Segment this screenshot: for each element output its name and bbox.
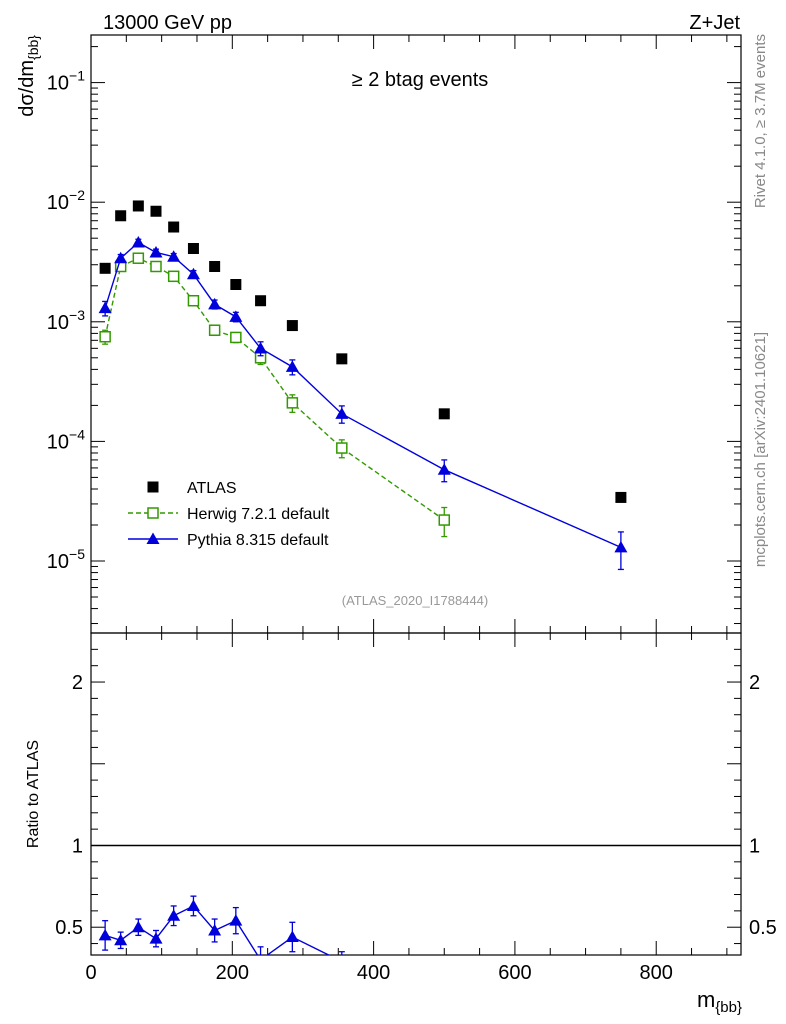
ratio-y-axis-label: Ratio to ATLAS xyxy=(25,740,42,848)
y-tick-label: 1 xyxy=(72,835,83,857)
series-pythia-8-315-default xyxy=(98,236,628,571)
data-point xyxy=(230,331,242,344)
data-point xyxy=(285,360,299,372)
ratio-data-point xyxy=(114,933,128,946)
x-tick-label: 800 xyxy=(640,962,673,984)
ratio-frame xyxy=(90,632,742,956)
y-tick-label: 10−4 xyxy=(47,426,85,453)
legend-label: Herwig 7.2.1 default xyxy=(187,506,330,523)
ratio-data-point xyxy=(98,928,112,941)
y-tick-label: 10−2 xyxy=(47,187,85,214)
data-point xyxy=(150,205,162,217)
data-point xyxy=(115,210,127,222)
ratio-data-point xyxy=(131,920,145,933)
legend-label: ATLAS xyxy=(187,480,237,497)
side-rivet-label: Rivet 4.1.0, ≥ 3.7M events xyxy=(752,34,769,208)
legend-marker xyxy=(147,507,159,519)
x-tick-label: 600 xyxy=(498,962,531,984)
data-point xyxy=(255,295,267,307)
legend-label: Pythia 8.315 default xyxy=(187,532,329,549)
legend-marker xyxy=(147,481,159,493)
header-right: Z+Jet xyxy=(689,12,740,34)
legend-entry: Herwig 7.2.1 default xyxy=(128,506,330,523)
legend: ATLAS Herwig 7.2.1 default Pythia 8.315 de… xyxy=(128,480,330,549)
data-point xyxy=(168,221,180,233)
data-point xyxy=(335,407,349,419)
ratio-data-point xyxy=(335,955,348,967)
data-point xyxy=(437,463,451,475)
ratio-data-point xyxy=(285,930,299,943)
legend-entry: ATLAS xyxy=(147,480,237,497)
ratio-data-point xyxy=(149,932,163,944)
data-point xyxy=(438,408,450,420)
data-point xyxy=(131,236,145,248)
y-tick-label-right: 2 xyxy=(749,672,760,694)
legend-marker xyxy=(146,532,160,544)
ratio-panel: 0 200 400 600 800 0.5 0.5 1 1 2 2 Ratio to ATLAS m{b… xyxy=(25,632,777,1016)
data-point xyxy=(149,245,163,258)
data-point xyxy=(132,200,144,212)
data-point xyxy=(286,320,298,332)
data-point xyxy=(286,397,299,409)
main-panel: 10−5 10−4 10−3 10−2 10−1dσ/dm{bb} ≥ 2 btag ev… xyxy=(16,34,742,634)
panel-title: ≥ 2 btag events xyxy=(352,69,489,91)
data-point xyxy=(167,270,180,283)
y-tick-label-right: 1 xyxy=(749,835,760,857)
data-point xyxy=(254,341,268,354)
y-tick-label: 10−1 xyxy=(47,68,85,95)
x-axis-label: m{bb} xyxy=(697,987,742,1016)
series-herwig-7-2-1-default xyxy=(99,252,451,538)
y-tick-label-right: 0.5 xyxy=(749,917,777,939)
data-point xyxy=(187,243,199,255)
ratio-data-point xyxy=(167,909,181,921)
ratio-data-point xyxy=(259,953,262,955)
data-point xyxy=(186,267,200,280)
data-point xyxy=(187,294,200,307)
data-point xyxy=(229,310,243,322)
data-point xyxy=(208,297,222,310)
y-tick-label: 2 xyxy=(72,672,83,694)
ratio-data-point xyxy=(186,899,200,911)
data-point xyxy=(336,442,348,454)
ratio-data-point xyxy=(229,914,243,926)
header-left: 13000 GeV pp xyxy=(103,12,232,34)
data-point xyxy=(99,262,111,274)
x-tick-label: 200 xyxy=(216,962,249,984)
data-point xyxy=(615,491,627,503)
data-point xyxy=(150,260,162,273)
series-line xyxy=(104,257,445,521)
ratio-data-point xyxy=(208,923,222,936)
data-point xyxy=(209,260,221,272)
ratio-series-line xyxy=(104,905,331,955)
data-point xyxy=(208,324,221,336)
data-point xyxy=(614,540,628,553)
data-point xyxy=(438,514,451,526)
legend-entry: Pythia 8.315 default xyxy=(128,532,329,549)
data-point xyxy=(99,330,111,343)
x-tick-label: 0 xyxy=(85,962,96,984)
x-tick-label: 400 xyxy=(357,962,390,984)
y-axis-label: dσ/dm{bb} xyxy=(16,35,41,117)
data-point xyxy=(98,301,112,314)
series-atlas xyxy=(99,200,627,503)
ratio-series-pythia-8-315-default xyxy=(98,895,348,967)
data-point xyxy=(114,251,128,264)
y-tick-label: 0.5 xyxy=(55,917,83,939)
analysis-label: (ATLAS_2020_I1788444) xyxy=(342,593,488,608)
side-mcplots-label: mcplots.cern.ch [arXiv:2401.10621] xyxy=(752,332,769,567)
data-point xyxy=(132,252,145,264)
y-tick-label: 10−3 xyxy=(47,307,85,334)
y-tick-label: 10−5 xyxy=(47,546,85,573)
data-point xyxy=(336,353,348,365)
data-point xyxy=(167,250,181,262)
data-point xyxy=(230,279,242,291)
